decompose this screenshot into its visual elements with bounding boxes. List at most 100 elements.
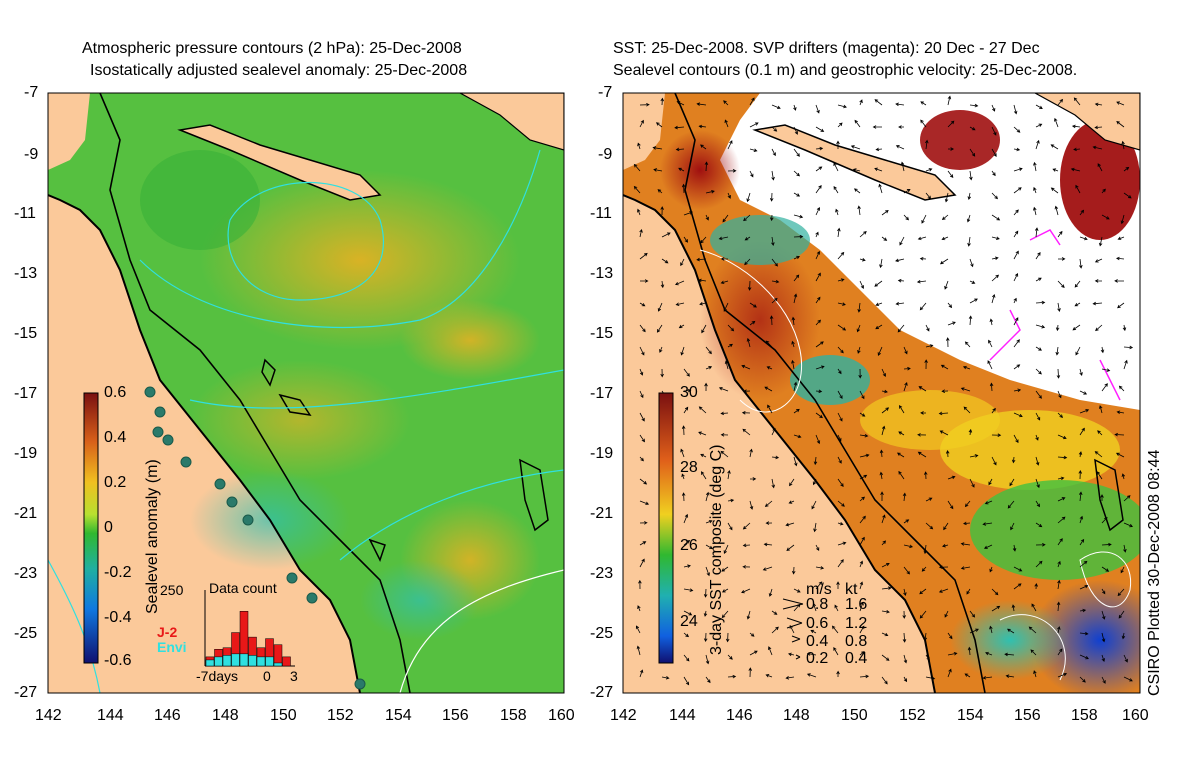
velocity-arrow [674,125,685,130]
velocity-arrow [1057,648,1063,656]
inset-bar-envi [222,655,232,667]
lon-tick-left: 142 [35,707,62,724]
plot-credit: CSIRO Plotted 30-Dec-2008 08:44 [1146,449,1163,696]
velocity-arrow [837,559,844,568]
velocity-arrow [1010,522,1015,531]
velocity-arrow [700,471,707,480]
velocity-arrow [833,186,839,194]
velocity-arrow [765,674,773,678]
velocity-arrow [1123,654,1128,663]
velocity-arrow [763,542,773,547]
velocity-arrow [967,646,972,656]
velocity-arrow [919,256,927,261]
velocity-arrow [919,302,927,311]
velocity-arrow [1013,388,1022,393]
lon-tick-right: 150 [841,707,868,724]
inset-bar-envi [231,653,240,667]
velocity-arrow [652,146,663,150]
cool-sst-patch [950,600,1070,680]
velocity-arrow [815,146,824,151]
velocity-arrow [1034,583,1038,590]
velocity-arrow [721,566,729,572]
lon-tick-right: 154 [957,707,984,724]
velocity-arrow [1079,631,1089,636]
velocity-arrow [1052,168,1059,172]
velocity-arrow [1094,258,1103,263]
velocity-arrow [881,632,889,637]
velocity-arrow [766,366,773,370]
velocity-arrow [1035,324,1046,329]
velocity-arrow [1013,317,1019,326]
velocity-arrow [989,566,993,573]
velocity-arrow [806,652,817,656]
velocity-arrow [705,676,711,684]
velocity-arrow [815,566,825,570]
lon-tick-right: 148 [783,707,810,724]
velocity-arrow [746,337,751,348]
velocity-arrow [704,161,709,172]
velocity-arrow [917,433,927,437]
velocity-arrow [660,97,665,106]
velocity-arrow [771,478,776,489]
velocity-arrow [720,411,729,416]
velocity-arrow [1033,161,1037,172]
velocity-arrow [903,654,908,664]
sealevel-contour [1079,551,1132,608]
velocity-arrow [991,407,996,414]
velocity-arrow [1057,390,1062,399]
velocity-arrow [698,124,707,129]
velocity-arrow [683,406,689,414]
right-coastline [623,194,936,693]
velocity-arrow [1057,516,1066,524]
velocity-arrow [727,169,737,173]
lon-tick-right: 160 [1122,707,1149,724]
reef-outline [519,458,549,532]
velocity-arrow [1035,104,1043,109]
velocity-arrow [636,645,641,656]
lon-tick-left: 152 [327,707,354,724]
cloud-masked-area [720,93,1140,410]
lon-tick-left: 148 [212,707,239,724]
velocity-arrow [1035,456,1040,466]
velocity-arrow [749,500,754,510]
inset-bar-envi [256,656,266,667]
pressure-contour [227,182,385,301]
velocity-arrow [991,148,997,157]
velocity-arrow [879,449,884,458]
velocity-arrow [859,433,869,438]
velocity-arrow [815,365,825,370]
velocity-arrow [1114,279,1125,283]
velocity-arrow [1057,302,1061,312]
velocity-arrow [793,588,801,593]
velocity-arrow [837,390,843,400]
velocity-arrow [944,280,949,290]
velocity-arrow [683,632,689,638]
velocity-arrow [815,231,819,238]
velocity-arrow [968,315,973,326]
velocity-arrow [704,382,708,392]
inset-title: Data count [209,580,277,596]
velocity-arrow [881,209,889,216]
velocity-arrow [938,411,949,416]
velocity-arrow [771,170,775,181]
lon-tick-right: 142 [610,707,637,724]
velocity-arrow [837,521,844,526]
lat-tick-right: -21 [590,505,614,522]
velocity-arrow [1035,560,1043,568]
right-shelf-edge [674,93,986,693]
velocity-arrow [639,279,649,283]
lat-tick-left: -15 [14,325,38,342]
velocity-arrow [941,389,949,393]
velocity-arrow [788,652,795,657]
velocity-arrow [881,514,886,524]
velocity-arrow [720,257,729,261]
left-colorbar-tick: 0 [104,519,113,536]
velocity-arrow [879,258,883,269]
lon-tick-right: 156 [1014,707,1041,724]
lat-tick-left: -9 [24,146,39,163]
velocity-arrow [771,258,778,267]
velocity-arrow [638,579,642,590]
velocity-arrow [764,500,773,507]
lat-tick-left: -25 [14,625,38,642]
velocity-arrow [771,104,781,110]
